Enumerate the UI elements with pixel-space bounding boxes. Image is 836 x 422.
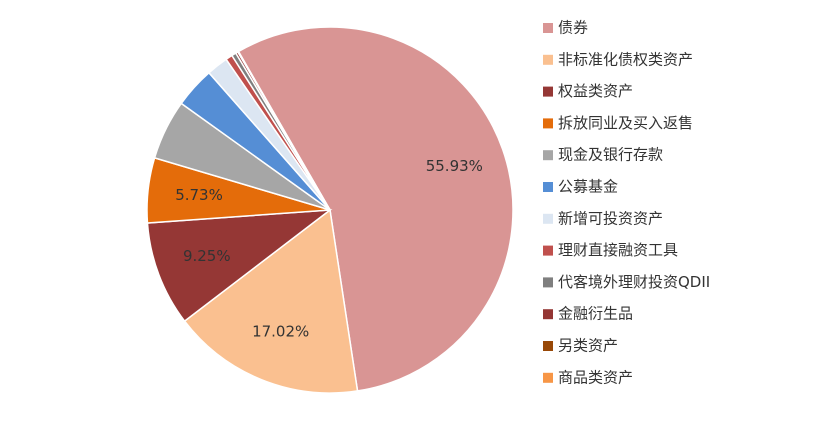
legend-swatch: [543, 23, 553, 33]
legend-label: 债券: [558, 19, 588, 37]
legend-swatch: [543, 213, 553, 224]
legend-swatch: [543, 245, 553, 256]
legend-swatch: [543, 118, 553, 129]
legend-label: 权益类资产: [558, 82, 633, 100]
legend-swatch: [543, 372, 553, 383]
legend-swatch: [543, 54, 553, 65]
legend-label: 理财直接融资工具: [558, 241, 678, 259]
pie-slice: [146, 209, 333, 323]
legend-label: 新增可投资资产: [558, 209, 663, 227]
legend-swatch: [543, 341, 553, 351]
legend-swatch: [543, 182, 553, 192]
pie-slice: [183, 208, 359, 394]
legend-swatch: [543, 86, 553, 97]
legend-swatch: [543, 309, 553, 320]
legend-label: 现金及银行存款: [558, 146, 663, 164]
data-label: 55.93%: [426, 157, 483, 175]
legend-label: 非标准化债权类资产: [558, 50, 693, 68]
legend-label: 另类资产: [558, 337, 618, 355]
legend-swatch: [543, 150, 553, 161]
legend-label: 公募基金: [558, 178, 618, 196]
legend-label: 商品类资产: [558, 368, 633, 386]
data-label: 9.25%: [183, 247, 231, 265]
legend-swatch: [543, 277, 553, 288]
legend-label: 金融衍生品: [558, 305, 633, 323]
data-label: 17.02%: [252, 323, 309, 341]
legend-label: 拆放同业及买入返售: [558, 114, 693, 132]
legend-label: 代客境外理财投资QDII: [558, 273, 710, 291]
pie-slice: [237, 50, 331, 211]
pie-slice: [237, 26, 514, 392]
data-label: 5.73%: [175, 186, 223, 204]
